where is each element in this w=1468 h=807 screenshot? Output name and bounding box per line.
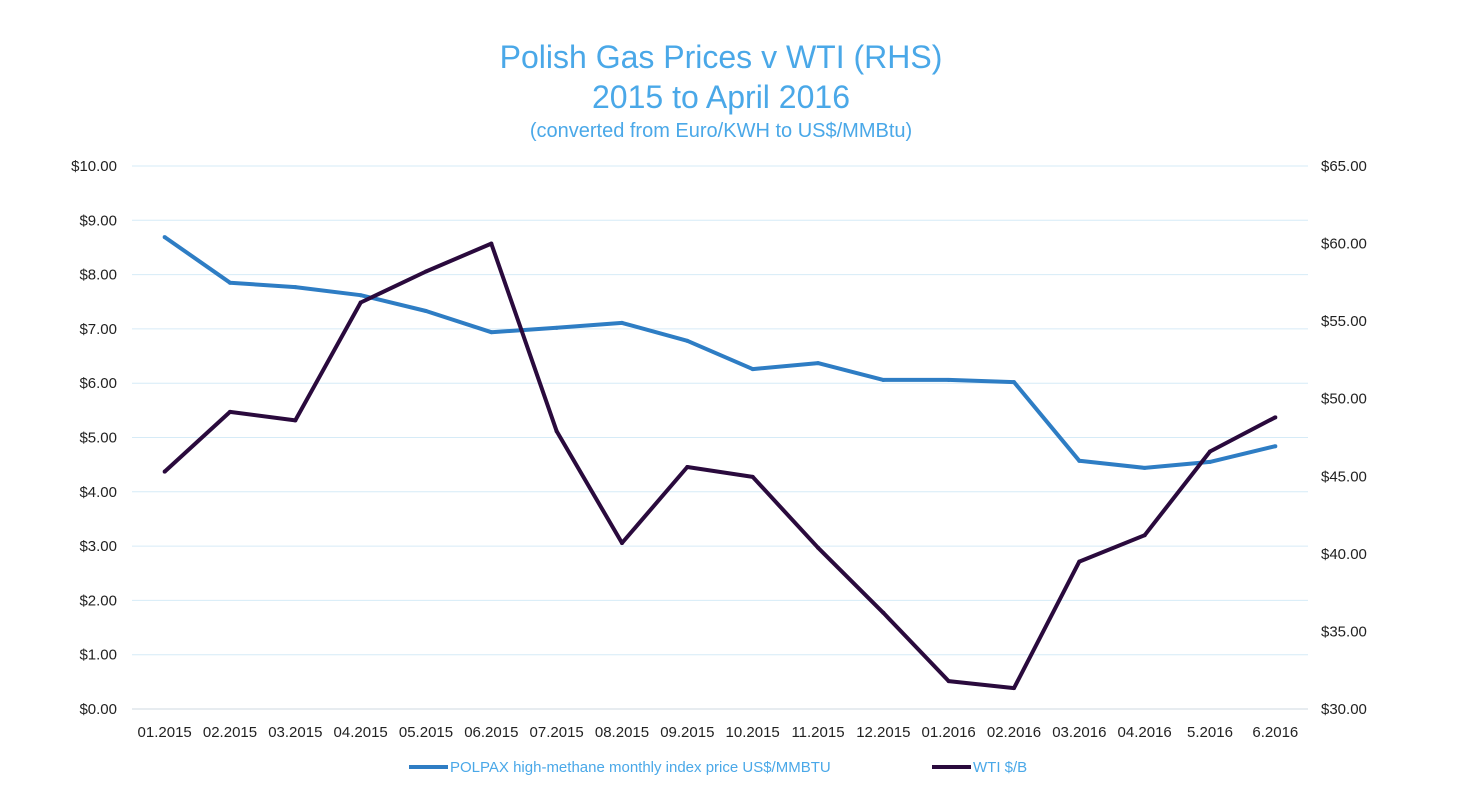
left-tick-label: $1.00	[79, 647, 117, 664]
chart-subtitle-note: (converted from Euro/KWH to US$/MMBtu)	[530, 120, 912, 142]
polpax-point	[489, 330, 494, 335]
x-tick-label: 02.2015	[203, 724, 257, 741]
polpax-point	[1142, 465, 1147, 470]
wti-point	[162, 469, 167, 474]
right-tick-label: $30.00	[1321, 701, 1367, 718]
x-tick-label: 5.2016	[1187, 724, 1233, 741]
polpax-point	[1273, 444, 1278, 449]
x-tick-label: 03.2015	[268, 724, 322, 741]
series-line-polpax	[163, 235, 1276, 470]
wti-point	[685, 464, 690, 469]
polpax-point	[685, 338, 690, 343]
wti-point	[946, 679, 951, 684]
polpax-point	[358, 293, 363, 298]
x-tick-label: 04.2016	[1118, 724, 1172, 741]
x-tick-label: 11.2015	[791, 724, 844, 741]
wti-point	[1142, 533, 1147, 538]
x-tick-label: 10.2015	[726, 724, 780, 741]
right-tick-label: $50.00	[1321, 391, 1367, 408]
legend-label-polpax: POLPAX high-methane monthly index price …	[450, 759, 831, 776]
polpax-point	[750, 367, 755, 372]
polpax-point	[228, 280, 232, 285]
left-tick-label: $0.00	[79, 701, 117, 718]
polpax-point	[554, 325, 559, 330]
polpax-point	[881, 377, 886, 382]
x-tick-label: 01.2015	[138, 724, 192, 741]
x-tick-label: 08.2015	[595, 724, 649, 741]
polpax-point	[424, 308, 428, 313]
wti-point	[1012, 686, 1016, 691]
legend: POLPAX high-methane monthly index price …	[409, 759, 1027, 776]
wti-point	[816, 545, 820, 550]
right-tick-label: $40.00	[1321, 546, 1367, 563]
series-line-wti	[163, 241, 1277, 691]
left-tick-label: $3.00	[79, 538, 117, 555]
legend-label-wti: WTI $/B	[973, 759, 1027, 776]
left-tick-label: $5.00	[79, 430, 117, 447]
left-tick-label: $8.00	[79, 267, 117, 284]
x-tick-label: 01.2016	[922, 724, 976, 741]
series-lines	[162, 235, 1278, 691]
right-tick-label: $65.00	[1321, 158, 1367, 175]
polpax-point	[816, 361, 820, 366]
wti-point	[1273, 415, 1278, 420]
wti-point	[293, 418, 298, 423]
x-tick-label: 02.2016	[987, 724, 1041, 741]
right-axis: $30.00 $35.00 $40.00 $45.00 $50.00 $55.00 $60.…	[1321, 158, 1367, 718]
x-tick-label: 12.2015	[856, 724, 910, 741]
wti-point	[750, 474, 755, 479]
wti-point	[489, 241, 494, 246]
wti-point	[881, 610, 886, 615]
x-tick-label: 07.2015	[530, 724, 584, 741]
left-axis: $0.00 $1.00 $2.00 $3.00 $4.00 $5.00 $6.00 $7.00…	[71, 158, 117, 718]
wti-point	[620, 540, 624, 545]
polpax-point	[1012, 380, 1016, 385]
left-tick-label: $7.00	[79, 321, 117, 338]
wti-point	[554, 429, 559, 434]
x-axis: 01.2015 02.2015 03.2015 04.2015 05.2015 06.20…	[138, 724, 1299, 741]
wti-point	[228, 409, 232, 414]
polpax-point	[946, 377, 951, 382]
x-tick-label: 03.2016	[1052, 724, 1106, 741]
legend-item-wti[interactable]: WTI $/B	[932, 759, 1027, 776]
left-tick-label: $2.00	[79, 592, 117, 609]
gridlines	[132, 165, 1308, 710]
polpax-point	[162, 235, 167, 240]
wti-point	[1208, 449, 1212, 454]
x-tick-label: 05.2015	[399, 724, 453, 741]
left-tick-label: $10.00	[71, 158, 117, 175]
chart-title: Polish Gas Prices v WTI (RHS)	[500, 39, 943, 75]
polpax-point	[620, 320, 624, 325]
x-tick-label: 09.2015	[660, 724, 714, 741]
wti-point	[424, 269, 428, 274]
wti-point	[1077, 559, 1082, 564]
polpax-point	[1208, 459, 1212, 464]
left-tick-label: $9.00	[79, 212, 117, 229]
x-tick-label: 04.2015	[334, 724, 388, 741]
left-tick-label: $6.00	[79, 375, 117, 392]
right-tick-label: $60.00	[1321, 236, 1367, 253]
right-tick-label: $35.00	[1321, 623, 1367, 640]
wti-point	[358, 300, 363, 305]
x-tick-label: 06.2015	[464, 724, 518, 741]
chart-subtitle: 2015 to April 2016	[592, 79, 850, 115]
right-tick-label: $45.00	[1321, 468, 1367, 485]
polpax-point	[1077, 458, 1082, 463]
x-tick-label: 6.2016	[1252, 724, 1298, 741]
legend-item-polpax[interactable]: POLPAX high-methane monthly index price …	[409, 759, 831, 776]
polpax-point	[293, 285, 298, 290]
right-tick-label: $55.00	[1321, 313, 1367, 330]
left-tick-label: $4.00	[79, 484, 117, 501]
